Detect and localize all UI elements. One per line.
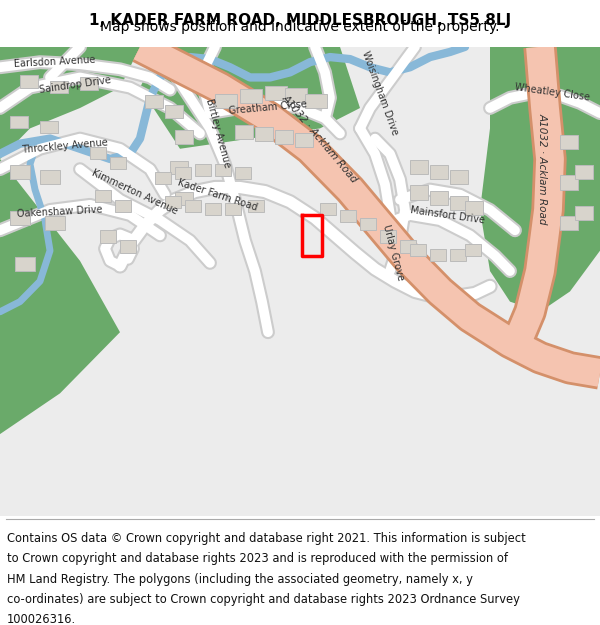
Polygon shape — [175, 192, 193, 205]
Polygon shape — [110, 157, 126, 169]
Text: Mainsfort Drive: Mainsfort Drive — [410, 205, 486, 225]
Polygon shape — [248, 200, 264, 212]
Polygon shape — [450, 170, 468, 184]
Polygon shape — [15, 257, 35, 271]
Polygon shape — [170, 161, 188, 174]
Text: Greatham Close: Greatham Close — [229, 99, 308, 116]
Polygon shape — [175, 131, 193, 144]
Polygon shape — [215, 164, 231, 176]
Text: Contains OS data © Crown copyright and database right 2021. This information is : Contains OS data © Crown copyright and d… — [7, 532, 526, 545]
Text: to Crown copyright and database rights 2023 and is reproduced with the permissio: to Crown copyright and database rights 2… — [7, 552, 508, 565]
Polygon shape — [560, 134, 578, 149]
Polygon shape — [410, 244, 426, 256]
Polygon shape — [200, 47, 330, 128]
Polygon shape — [450, 249, 466, 261]
Polygon shape — [90, 147, 106, 159]
Polygon shape — [320, 202, 336, 215]
Polygon shape — [575, 206, 593, 220]
Text: Oakenshaw Drive: Oakenshaw Drive — [17, 205, 103, 219]
Text: 100026316.: 100026316. — [7, 613, 76, 625]
Polygon shape — [560, 175, 578, 189]
Polygon shape — [205, 202, 221, 215]
Polygon shape — [265, 86, 287, 100]
Text: Wheatley Close: Wheatley Close — [514, 82, 590, 103]
Polygon shape — [400, 241, 416, 252]
Text: Earlsdon Avenue: Earlsdon Avenue — [14, 55, 96, 69]
Polygon shape — [380, 230, 396, 242]
Polygon shape — [100, 230, 116, 242]
Polygon shape — [0, 47, 140, 159]
Polygon shape — [40, 121, 58, 134]
Polygon shape — [305, 94, 327, 108]
Text: Map shows position and indicative extent of the property.: Map shows position and indicative extent… — [100, 20, 500, 34]
Polygon shape — [465, 201, 483, 215]
Polygon shape — [450, 196, 468, 210]
Polygon shape — [285, 88, 307, 102]
Polygon shape — [10, 165, 30, 179]
Polygon shape — [430, 191, 448, 205]
Polygon shape — [165, 196, 181, 208]
Polygon shape — [360, 218, 376, 230]
Text: A1032 · Acklam Road: A1032 · Acklam Road — [538, 113, 548, 225]
Polygon shape — [140, 47, 360, 149]
Polygon shape — [410, 186, 428, 200]
Polygon shape — [175, 167, 191, 179]
Polygon shape — [340, 210, 356, 222]
Text: 1, KADER FARM ROAD, MIDDLESBROUGH, TS5 8LJ: 1, KADER FARM ROAD, MIDDLESBROUGH, TS5 8… — [89, 13, 511, 28]
Polygon shape — [120, 241, 136, 252]
Polygon shape — [575, 165, 593, 179]
Polygon shape — [20, 76, 38, 88]
Polygon shape — [235, 167, 251, 179]
Polygon shape — [145, 95, 163, 108]
Polygon shape — [10, 116, 28, 128]
Polygon shape — [560, 216, 578, 230]
Polygon shape — [45, 216, 65, 230]
Text: A1032 · Acklam Road: A1032 · Acklam Road — [280, 92, 359, 184]
Text: Birtley Avenue: Birtley Avenue — [204, 98, 232, 169]
Polygon shape — [50, 81, 68, 92]
Polygon shape — [275, 131, 293, 144]
Polygon shape — [195, 164, 211, 176]
Polygon shape — [215, 94, 237, 108]
Polygon shape — [465, 244, 481, 256]
Polygon shape — [480, 47, 600, 312]
Polygon shape — [240, 89, 262, 103]
Polygon shape — [0, 159, 120, 434]
Text: Kimmerton Avenue: Kimmerton Avenue — [91, 168, 179, 216]
Text: Saindrop Drive: Saindrop Drive — [38, 74, 112, 94]
Text: HM Land Registry. The polygons (including the associated geometry, namely x, y: HM Land Registry. The polygons (includin… — [7, 572, 473, 586]
Polygon shape — [225, 202, 241, 215]
Polygon shape — [430, 165, 448, 179]
Polygon shape — [80, 78, 98, 89]
Polygon shape — [185, 200, 201, 212]
Polygon shape — [235, 126, 253, 139]
Text: Woisingham Drive: Woisingham Drive — [360, 49, 400, 136]
Polygon shape — [155, 173, 171, 184]
Polygon shape — [295, 134, 313, 147]
Polygon shape — [430, 249, 446, 261]
Text: co-ordinates) are subject to Crown copyright and database rights 2023 Ordnance S: co-ordinates) are subject to Crown copyr… — [7, 592, 520, 606]
Text: Urlay Grove: Urlay Grove — [381, 224, 405, 282]
Polygon shape — [40, 170, 60, 184]
Polygon shape — [115, 200, 131, 212]
Polygon shape — [255, 127, 273, 141]
Polygon shape — [95, 189, 111, 202]
Polygon shape — [165, 105, 183, 118]
Text: Throckley Avenue: Throckley Avenue — [22, 138, 109, 156]
Polygon shape — [10, 211, 30, 225]
Polygon shape — [410, 160, 428, 174]
Polygon shape — [560, 47, 600, 159]
Text: Kader Farm Road: Kader Farm Road — [177, 177, 259, 212]
